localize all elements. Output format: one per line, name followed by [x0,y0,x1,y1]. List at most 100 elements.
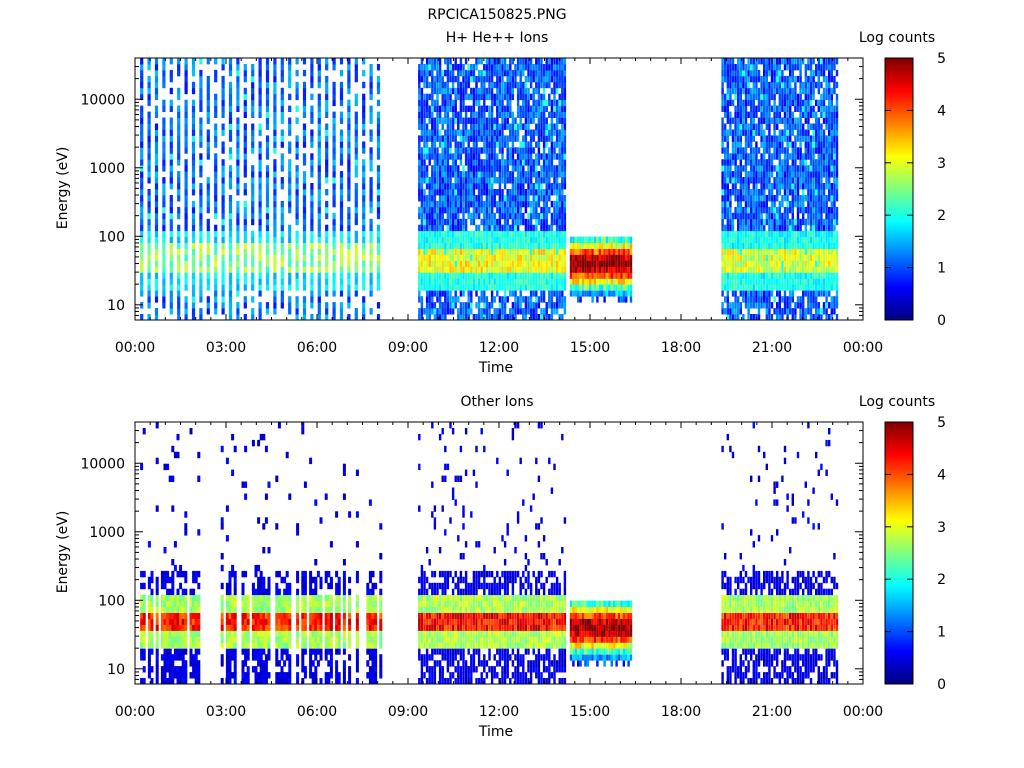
heatmap-cell [509,58,512,65]
heatmap-cell [485,171,489,178]
heatmap-cell [228,87,233,95]
heatmap-cell [514,272,517,279]
heatmap-cell [228,302,233,309]
heatmap-cell [537,242,541,249]
heatmap-cell [744,165,748,172]
heatmap-cell [428,308,431,315]
heatmap-cell [783,81,787,89]
heatmap-cell [485,165,489,172]
heatmap-cell [199,69,203,77]
heatmap-cell [625,296,628,303]
heatmap-cell [147,147,151,154]
heatmap-cell [467,254,470,261]
heatmap-cell [765,111,768,118]
heatmap-cell [744,254,748,261]
heatmap-cell [509,314,512,320]
heatmap-cell [332,266,336,273]
heatmap-cell [236,99,240,107]
heatmap-cell [490,224,494,232]
heatmap-cell [729,117,732,124]
heatmap-cell [457,87,460,95]
heatmap-cell [519,189,522,196]
heatmap-cell [781,272,784,279]
heatmap-cell [563,218,567,226]
heatmap-cell [796,224,800,232]
heatmap-cell [770,212,774,220]
heatmap-cell [438,189,442,196]
heatmap-cell [376,195,381,202]
heatmap-cell [783,278,787,285]
heatmap-cell [169,278,173,285]
heatmap-cell [731,81,735,89]
heatmap-cell [273,165,277,172]
heatmap-cell [418,284,421,291]
heatmap-cell [776,111,779,118]
heatmap-cell [288,93,292,101]
heatmap-cell [747,123,750,130]
heatmap-cell [501,200,504,208]
heatmap-cell [243,200,247,208]
heatmap-cell [744,111,748,118]
heatmap-cell [726,117,729,124]
heatmap-cell [475,266,478,273]
heatmap-cell [786,284,789,291]
heatmap-cell [783,75,787,83]
heatmap-cell [490,284,494,291]
heatmap-cell [288,242,292,249]
heatmap-cell [280,93,284,101]
heatmap-cell [480,58,483,65]
heatmap-cell [744,195,748,202]
heatmap-cell [428,218,431,226]
heatmap-cell [243,272,247,279]
heatmap-cell [446,87,450,95]
heatmap-cell [446,129,450,136]
heatmap-cell [317,141,321,148]
heatmap-cell [555,260,559,267]
heatmap-cell [325,135,329,142]
heatmap-cell [191,87,196,95]
heatmap-cell [214,129,218,136]
heatmap-cell [317,81,321,89]
heatmap-cell [781,117,784,124]
heatmap-cell [770,266,774,273]
heatmap-cell [535,105,538,112]
heatmap-cell [511,254,515,261]
heatmap-cell [742,147,745,154]
heatmap-cell [734,93,737,101]
heatmap-cell [553,230,556,238]
heatmap-cell [483,236,486,243]
heatmap-cell [347,141,351,148]
heatmap-cell [532,195,535,202]
heatmap-cell [464,266,468,273]
heatmap-cell [288,230,292,238]
heatmap-cell [418,236,421,243]
heatmap-cell [428,272,431,279]
heatmap-cell [162,212,166,220]
heatmap-cell [586,290,589,297]
heatmap-cell [535,200,538,208]
heatmap-cell [601,272,604,279]
heatmap-cell [362,147,366,154]
heatmap-cell [561,314,564,320]
heatmap-cell [786,99,789,107]
heatmap-cell [280,278,284,285]
heatmap-cell [558,183,561,190]
heatmap-cell [781,147,784,154]
heatmap-cell [425,260,429,267]
heatmap-cell [483,272,486,279]
heatmap-cell [470,117,473,124]
heatmap-cell [529,64,533,71]
heatmap-cell [485,218,489,226]
heatmap-cell [236,81,240,89]
heatmap-cell [550,129,554,136]
heatmap-cell [147,135,151,142]
heatmap-cell [310,236,314,243]
heatmap-cell [428,290,431,297]
heatmap-cell [572,248,575,255]
heatmap-cell [721,81,724,89]
panel-h-he-ions: 00:00 03:00 06:00 09:00 12:00 15:00 18:00 21:00… [55,30,946,376]
heatmap-cell [629,242,633,249]
heatmap-cell [199,153,203,160]
heatmap-cell [613,248,616,255]
heatmap-cell [214,69,218,77]
